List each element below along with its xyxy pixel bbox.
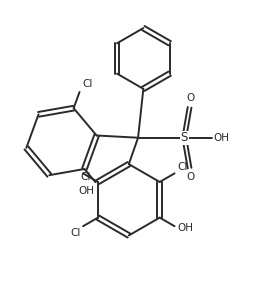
- Text: OH: OH: [213, 133, 228, 143]
- Text: OH: OH: [177, 223, 193, 233]
- Text: O: O: [186, 172, 194, 182]
- Text: Cl: Cl: [82, 80, 92, 90]
- Text: Cl: Cl: [177, 162, 187, 172]
- Text: Cl: Cl: [70, 228, 80, 238]
- Text: O: O: [186, 93, 194, 103]
- Text: OH: OH: [78, 186, 94, 196]
- Text: S: S: [180, 131, 187, 144]
- Text: Cl: Cl: [80, 172, 90, 182]
